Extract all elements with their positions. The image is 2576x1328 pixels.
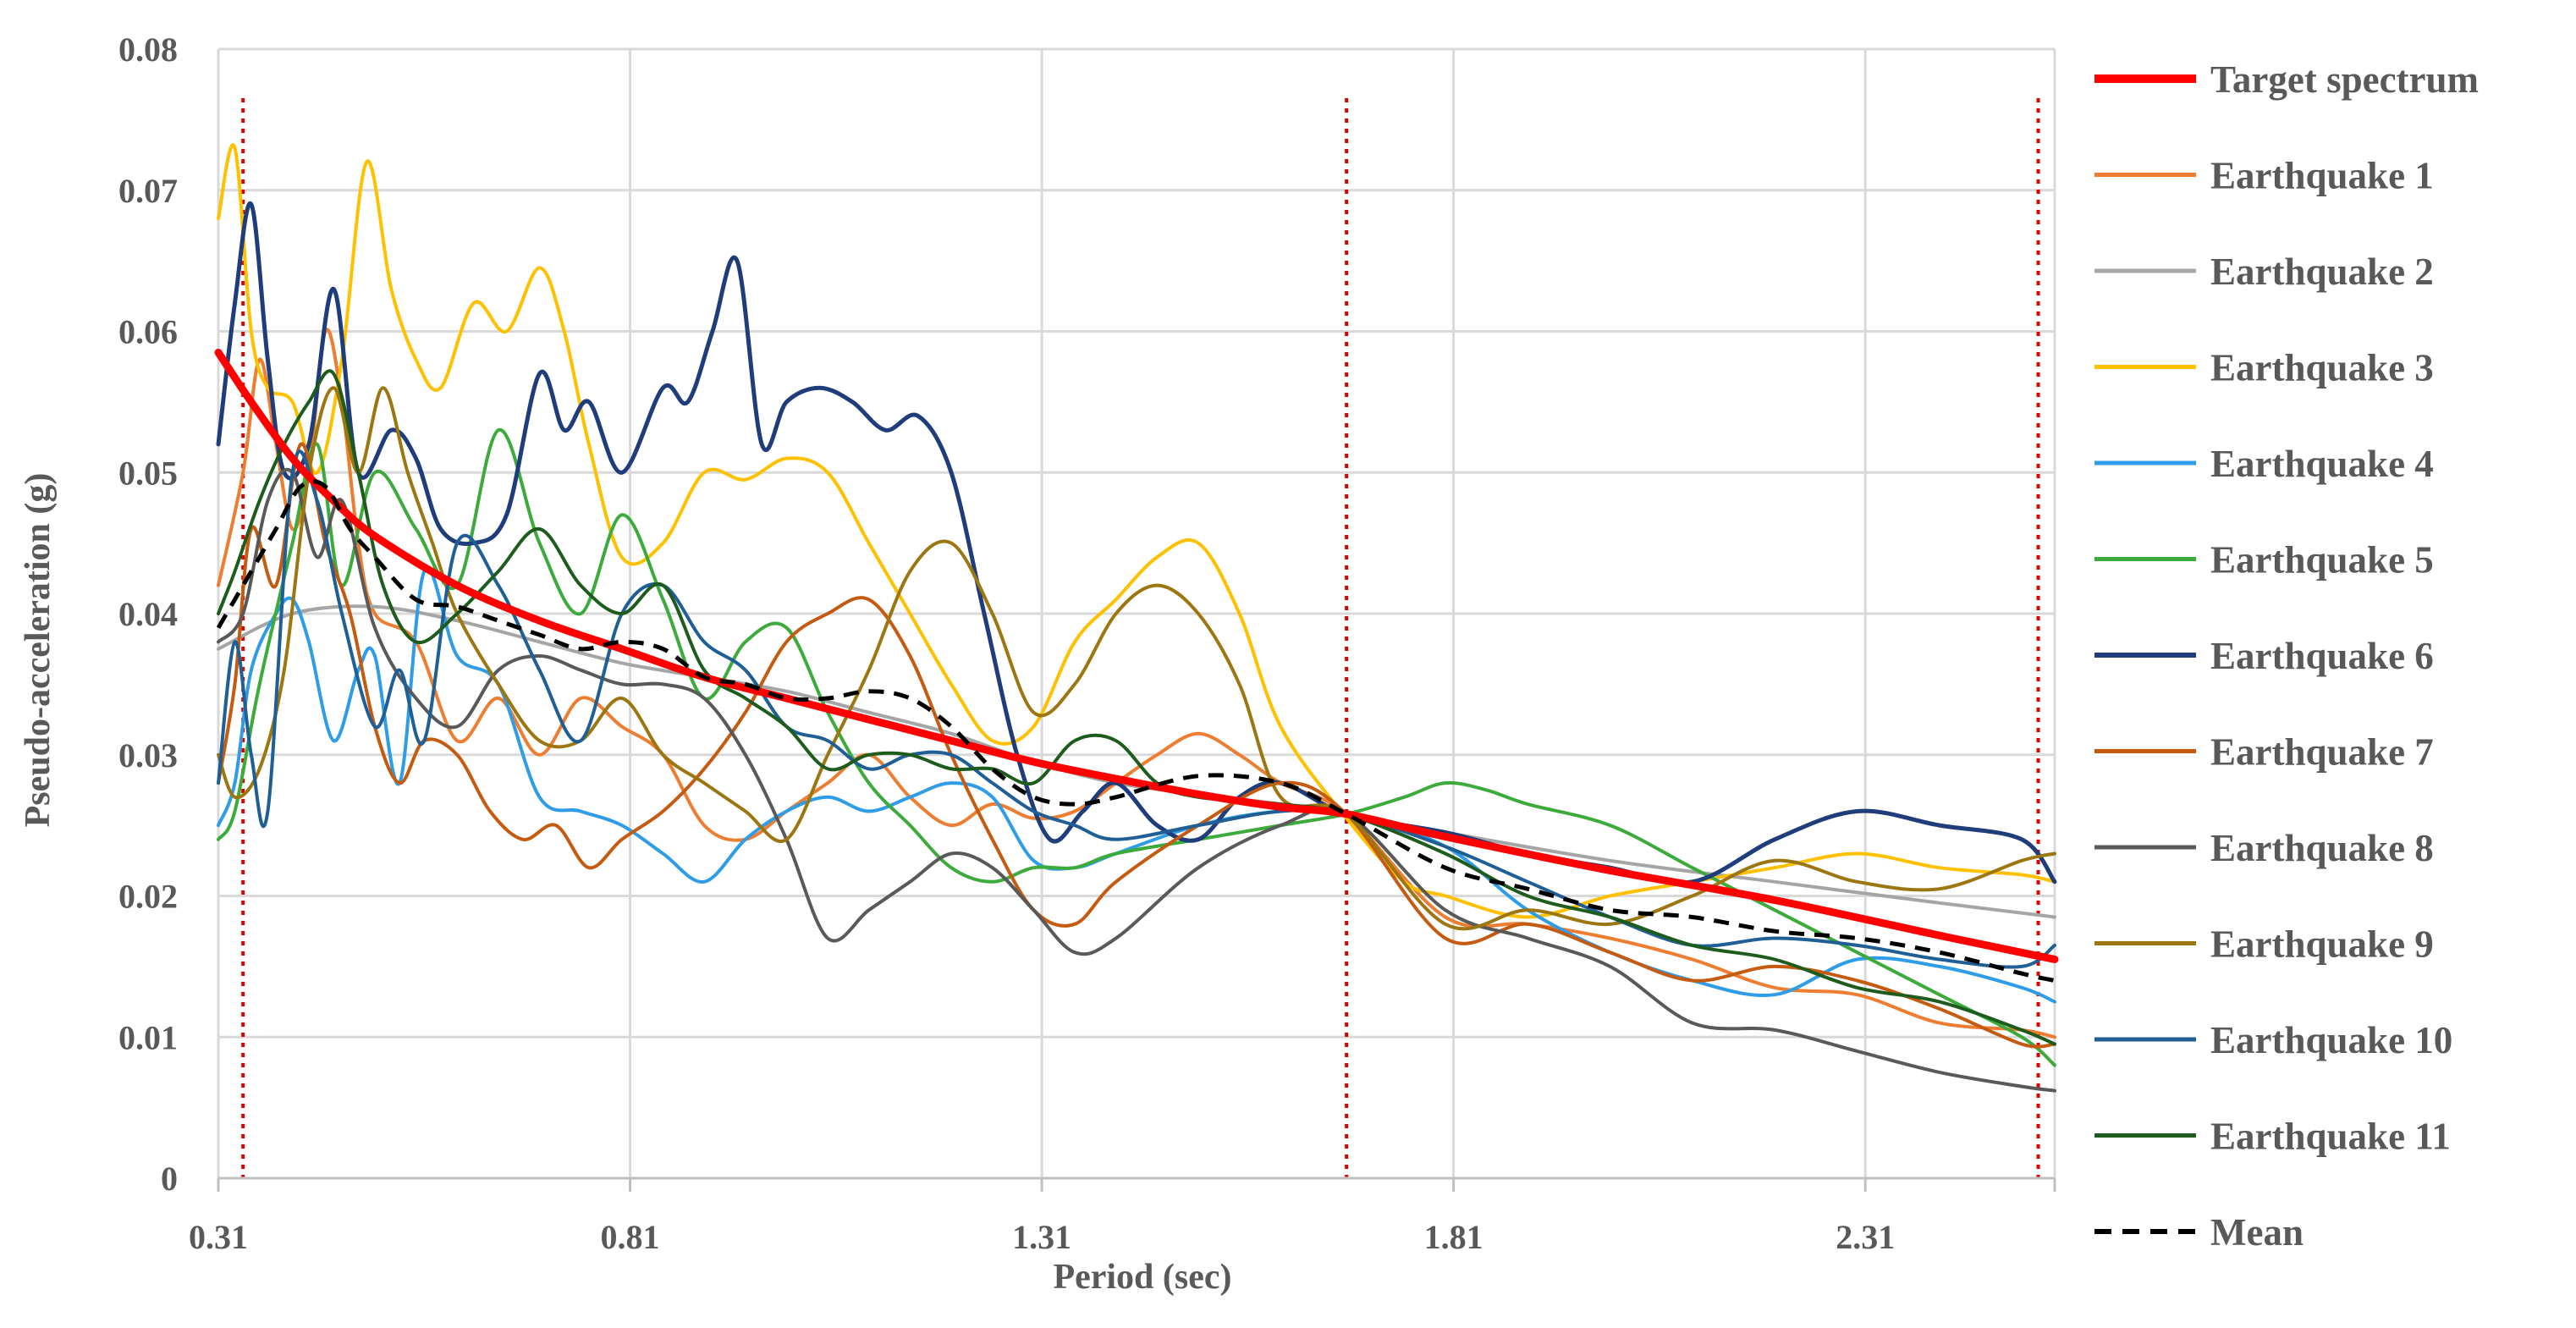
series-line-earthquake-7 (217, 442, 2056, 1049)
y-tick-label-1: 0.01 (118, 1018, 178, 1056)
series-line-earthquake-8 (217, 467, 2056, 1093)
series-line-earthquake-11 (217, 369, 2056, 1046)
y-tick-label-3: 0.03 (118, 736, 178, 774)
x-tick-label-3: 1.81 (1424, 1218, 1483, 1256)
legend-label-earthquake-2: Earthquake 2 (2210, 251, 2434, 293)
legend-label-earthquake-10: Earthquake 10 (2210, 1019, 2452, 1061)
y-tick-label-4: 0.04 (118, 595, 178, 633)
legend-label-earthquake-5: Earthquake 5 (2210, 539, 2434, 581)
y-tick-label-7: 0.07 (118, 172, 178, 210)
y-tick-label-5: 0.05 (118, 454, 178, 492)
series-lines (214, 143, 2059, 1093)
legend-label-earthquake-1: Earthquake 1 (2210, 155, 2434, 197)
legend: Target spectrum Earthquake 1 Earthquake 2 E… (2094, 58, 2479, 1254)
y-tick-label-2: 0.02 (118, 878, 178, 916)
legend-label-earthquake-8: Earthquake 8 (2210, 827, 2434, 869)
legend-label-earthquake-3: Earthquake 3 (2210, 347, 2434, 389)
y-tick-labels: 0 0.01 0.02 0.03 0.04 0.05 0.06 0.07 0.08 (118, 30, 178, 1198)
x-tick-label-2: 1.31 (1012, 1218, 1071, 1256)
legend-label-mean: Mean (2210, 1211, 2304, 1254)
series-line-earthquake-9 (217, 386, 2056, 931)
series-line-mean (216, 479, 2056, 983)
y-tick-label-8: 0.08 (118, 30, 178, 69)
x-tick-labels: 0.31 0.81 1.31 1.81 2.31 (189, 1218, 1895, 1256)
y-axis-title: Pseudo-acceleration (g) (19, 473, 58, 828)
legend-label-target-spectrum: Target spectrum (2210, 58, 2479, 101)
legend-label-earthquake-11: Earthquake 11 (2210, 1116, 2451, 1158)
legend-label-earthquake-9: Earthquake 9 (2210, 923, 2434, 966)
axes (217, 1176, 2056, 1192)
vertical-markers (241, 98, 2040, 1178)
legend-label-earthquake-4: Earthquake 4 (2210, 443, 2434, 485)
series-line-target-spectrum (214, 349, 2059, 963)
x-tick-label-0: 0.31 (189, 1218, 248, 1256)
x-tick-label-4: 2.31 (1836, 1218, 1895, 1256)
series-line-earthquake-3 (217, 143, 2056, 919)
x-tick-label-1: 0.81 (601, 1218, 660, 1256)
x-axis-title: Period (sec) (1053, 1258, 1231, 1297)
y-tick-label-0: 0 (161, 1160, 178, 1198)
y-tick-label-6: 0.06 (118, 313, 178, 351)
legend-label-earthquake-6: Earthquake 6 (2210, 635, 2434, 677)
legend-label-earthquake-7: Earthquake 7 (2210, 731, 2434, 774)
